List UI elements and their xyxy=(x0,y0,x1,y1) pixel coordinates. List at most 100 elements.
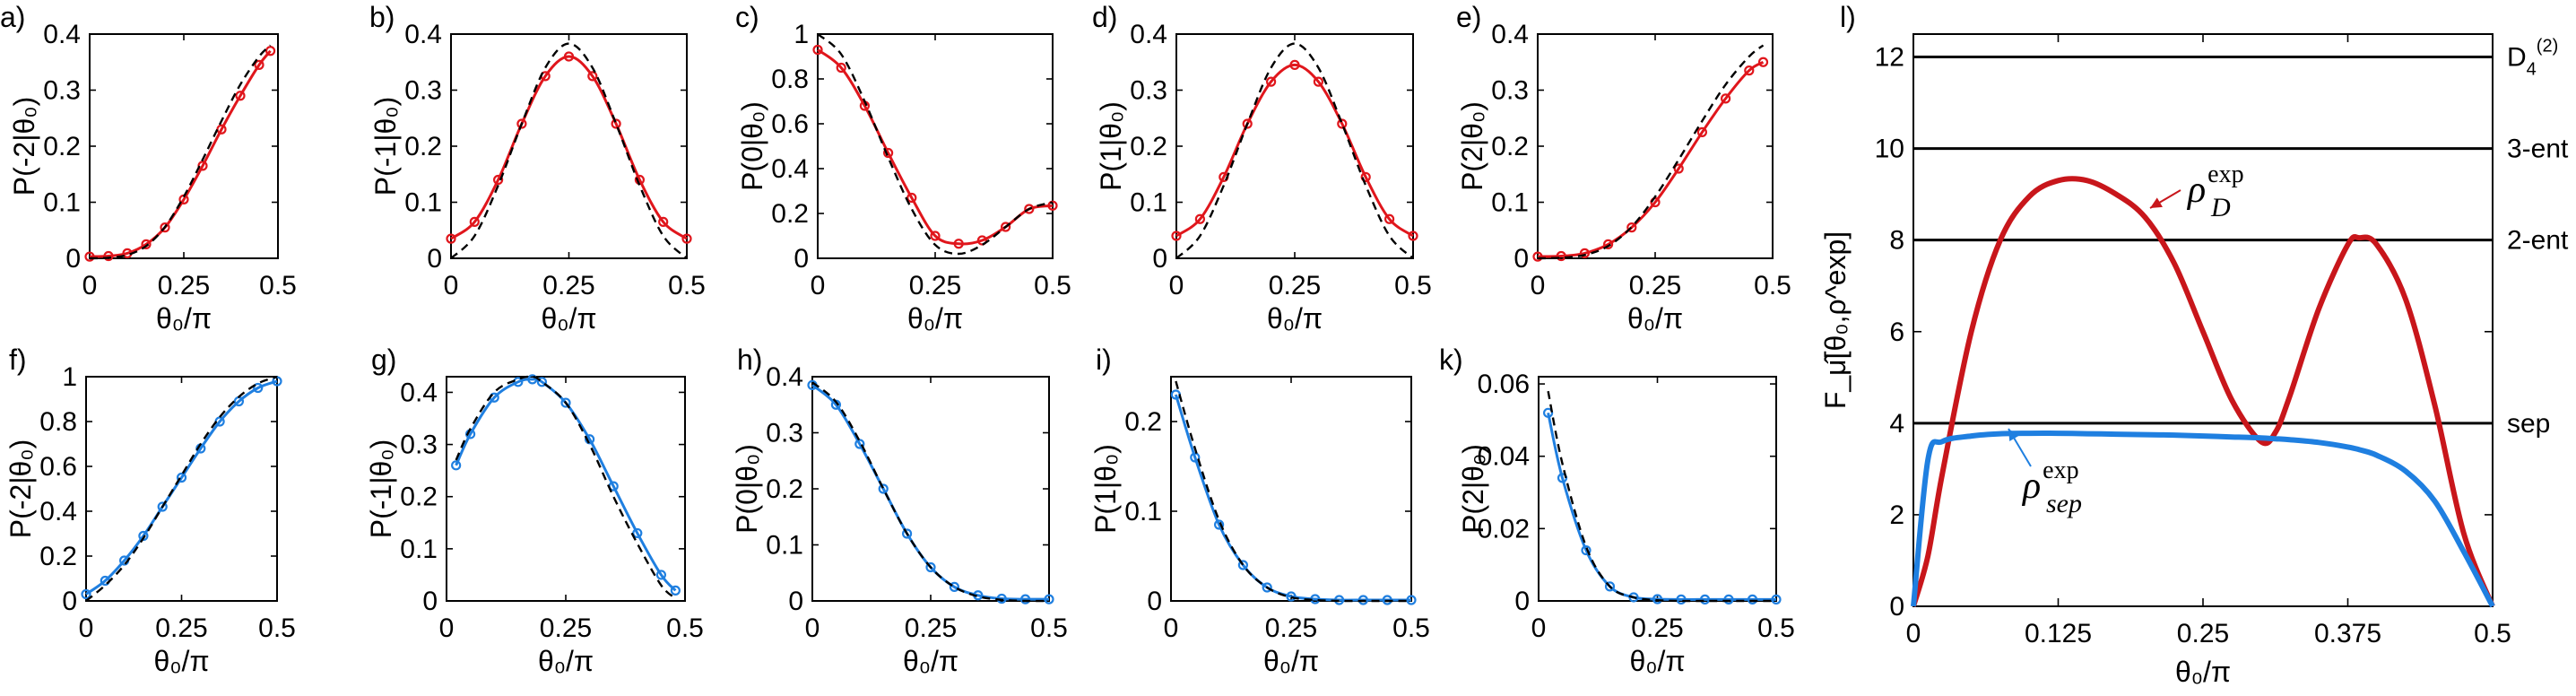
x-tick-label: 0 xyxy=(805,613,820,643)
theory-curve xyxy=(811,381,1050,603)
data-point xyxy=(527,374,538,385)
data-point xyxy=(1313,76,1324,87)
x-tick-label: 0.5 xyxy=(2474,619,2511,648)
data-point xyxy=(812,44,823,56)
x-tick-label: 0 xyxy=(1164,613,1179,643)
axes-frame xyxy=(1537,33,1774,259)
data-point xyxy=(157,501,168,512)
chart-i: 0 0.25 0.5 0 0.1 0.2 i) θ₀/π P(1|θ₀) xyxy=(1089,344,1430,677)
reference-line-text: D xyxy=(2507,43,2527,73)
data-point xyxy=(1673,163,1684,174)
y-tick-label: 12 xyxy=(1875,43,1904,73)
y-tick-label: 0.2 xyxy=(1130,132,1167,161)
series-line xyxy=(1911,176,2495,608)
theory-curve xyxy=(85,375,278,602)
y-tick-label: 0 xyxy=(794,244,809,274)
data-point xyxy=(882,147,894,159)
y-axis-label: P(2|θ₀) xyxy=(1456,101,1488,191)
data-point xyxy=(1744,65,1755,76)
data-point xyxy=(854,439,865,449)
theory-curve xyxy=(1175,380,1411,603)
x-tick-label: 0 xyxy=(439,613,455,643)
y-tick-label: 1 xyxy=(794,20,809,49)
axes-frame xyxy=(450,33,688,259)
chart-f: 0 0.25 0.5 0 0.2 0.4 0.6 0.8 1 f) θ₀/π P(-2|θ₀) xyxy=(4,344,296,677)
theory-curve xyxy=(455,375,677,600)
x-tick-label: 0.5 xyxy=(1754,271,1791,300)
theory-curve xyxy=(1537,44,1765,260)
y-tick-label: 0.1 xyxy=(400,535,438,564)
y-tick-label: 0.2 xyxy=(39,542,77,571)
data-point xyxy=(1557,473,1568,483)
theory-curve xyxy=(450,42,688,259)
x-tick-label: 0.25 xyxy=(1265,613,1317,643)
y-axis-label: P(-2|θ₀) xyxy=(4,439,37,539)
panel-label: a) xyxy=(0,1,25,33)
x-axis-label: θ₀/π xyxy=(156,302,212,335)
data-point xyxy=(451,460,462,471)
chart-d: 0 0.25 0.5 0 0.1 0.2 0.3 0.4 d) θ₀/π P(1|θ₀) xyxy=(1092,1,1432,335)
y-tick-label: 0 xyxy=(1514,587,1530,616)
theory-curve xyxy=(89,44,272,260)
series-line xyxy=(1911,431,2495,608)
data-point xyxy=(1337,118,1348,129)
y-axis-label: F_μ̂[θ₀,ρ^exp] xyxy=(1819,231,1852,409)
x-tick-label: 0 xyxy=(1531,271,1546,300)
y-tick-label: 0.1 xyxy=(1491,188,1529,218)
y-axis-label: P(-1|θ₀) xyxy=(365,439,397,539)
data-point xyxy=(1757,57,1769,67)
data-point xyxy=(906,192,917,204)
data-point xyxy=(1771,594,1782,605)
y-tick-label: 0.8 xyxy=(771,65,809,94)
y-tick-label: 0 xyxy=(1889,592,1904,622)
data-point xyxy=(1406,595,1417,605)
y-tick-label: 8 xyxy=(1889,226,1904,256)
panel-label: k) xyxy=(1439,344,1463,376)
x-tick-label: 0.375 xyxy=(2314,619,2381,648)
annotation-sup: exp xyxy=(2043,457,2078,484)
x-axis-label: θ₀/π xyxy=(538,645,594,677)
data-point xyxy=(976,235,988,246)
data-point xyxy=(1194,213,1206,224)
x-tick-label: 0 xyxy=(1531,613,1547,643)
data-point xyxy=(925,561,936,573)
data-point xyxy=(1699,594,1711,605)
data-point xyxy=(1542,407,1554,418)
experiment-curve xyxy=(450,55,688,240)
y-tick-label: 0 xyxy=(62,587,77,616)
reference-line-sub: 4 xyxy=(2527,60,2537,80)
y-tick-label: 0.04 xyxy=(1478,442,1530,472)
data-point xyxy=(655,570,667,580)
data-point xyxy=(1024,204,1035,214)
reference-line-sup: (2) xyxy=(2537,37,2558,57)
data-point xyxy=(1019,594,1031,605)
axes-frame xyxy=(817,33,1054,259)
y-tick-label: 0.4 xyxy=(766,362,803,392)
x-tick-label: 0.25 xyxy=(1629,271,1681,300)
axes-frame xyxy=(1175,33,1414,259)
data-point xyxy=(1604,581,1616,592)
reference-line-text: sep xyxy=(2507,409,2550,439)
axes-frame xyxy=(85,376,278,602)
y-tick-label: 0 xyxy=(427,244,442,274)
axes-frame xyxy=(89,33,279,259)
y-tick-label: 0 xyxy=(65,244,81,274)
experiment-curve xyxy=(1547,412,1776,601)
x-tick-label: 0.25 xyxy=(540,613,592,643)
data-point xyxy=(584,434,595,445)
panel-label: e) xyxy=(1456,1,1481,33)
data-point xyxy=(560,397,571,408)
panel-label: b) xyxy=(369,1,395,33)
data-point xyxy=(1602,239,1614,249)
data-point xyxy=(1044,594,1054,605)
x-tick-label: 0.5 xyxy=(259,271,297,300)
experiment-curve xyxy=(1537,60,1765,258)
data-point xyxy=(836,62,846,74)
x-tick-label: 0.5 xyxy=(258,613,296,643)
chart-a: 0 0.25 0.5 0 0.1 0.2 0.3 0.4 a) θ₀/π P(-2|θ₀) xyxy=(0,1,297,335)
data-point xyxy=(1581,544,1592,556)
panel-label: d) xyxy=(1092,1,1117,33)
x-tick-label: 0.5 xyxy=(666,613,704,643)
experiment-curve xyxy=(817,48,1054,246)
